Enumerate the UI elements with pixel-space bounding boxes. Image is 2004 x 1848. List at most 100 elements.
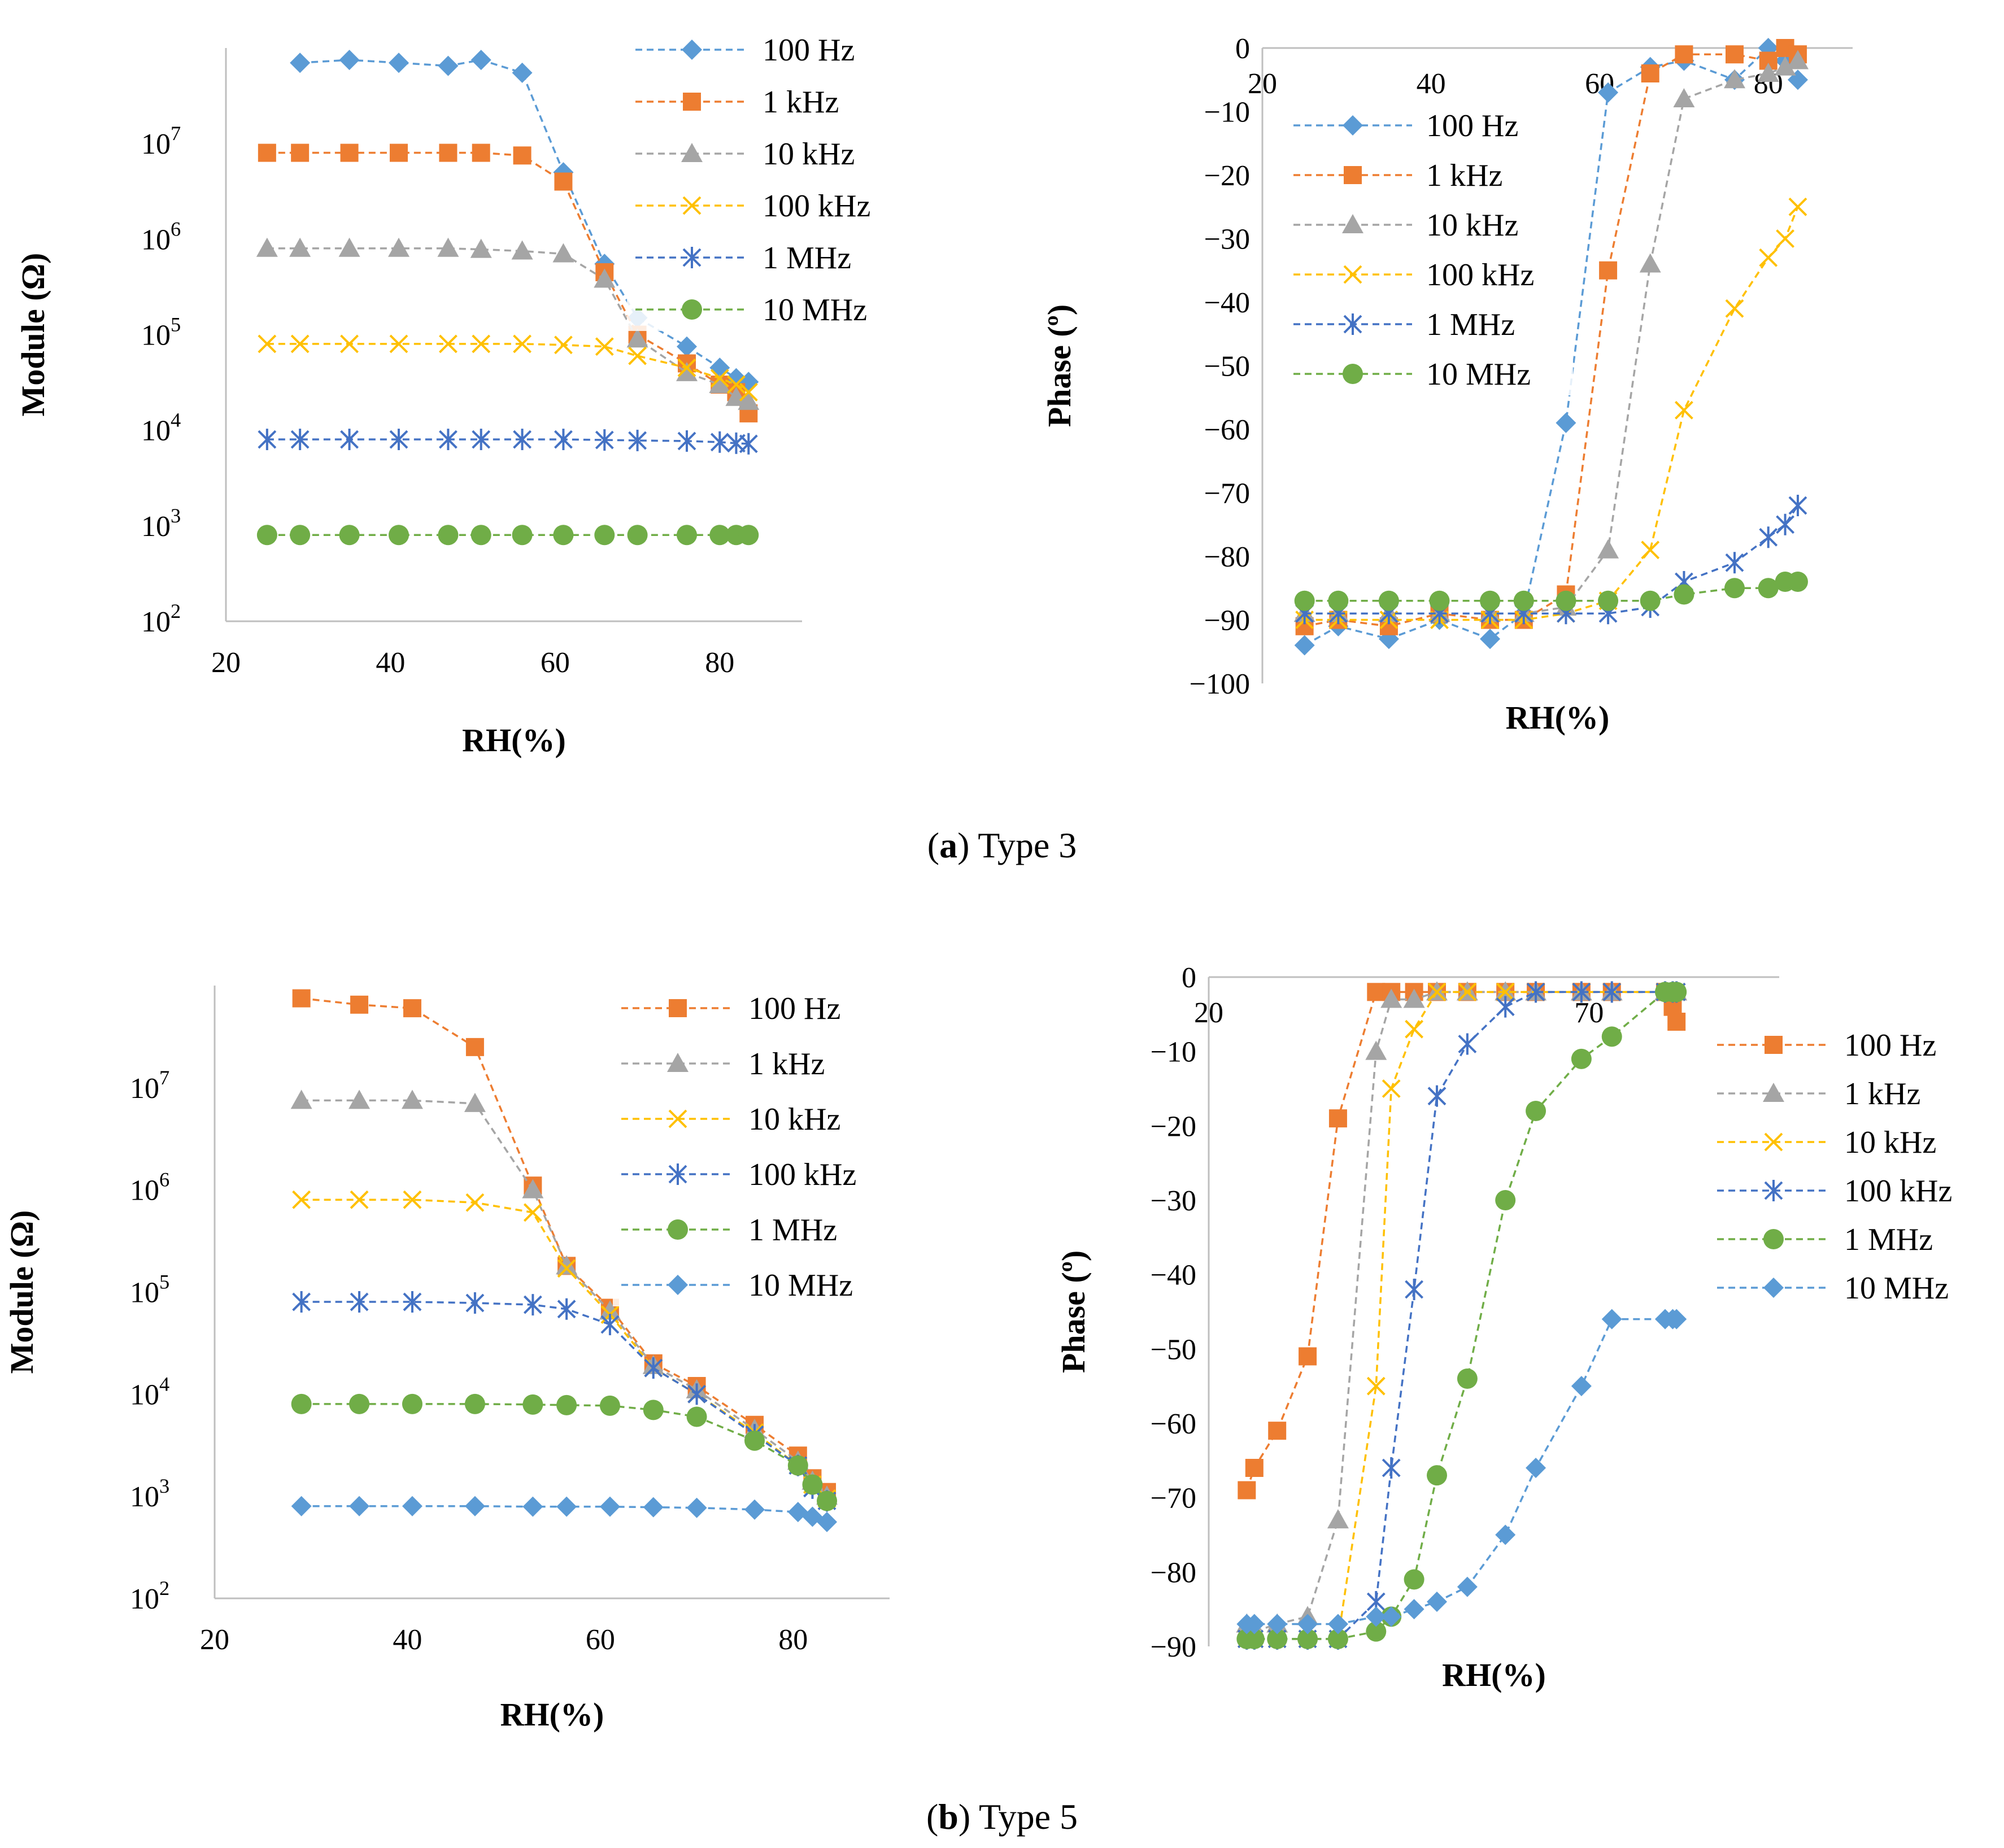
legend-entry: 10 MHz bbox=[1709, 1265, 1991, 1309]
legend-marker bbox=[1765, 1036, 1783, 1054]
caption-b-text: Type 5 bbox=[979, 1797, 1078, 1837]
data-point bbox=[522, 1496, 543, 1517]
data-point bbox=[513, 334, 532, 354]
legend-label: 10 kHz bbox=[748, 1102, 840, 1137]
series-10-mhz bbox=[256, 525, 759, 546]
series-10-mhz bbox=[1294, 572, 1808, 611]
data-point bbox=[465, 1193, 485, 1212]
y-axis-title: Phase (º) bbox=[1041, 304, 1078, 427]
data-point bbox=[1602, 981, 1622, 1003]
data-point bbox=[1496, 982, 1515, 1001]
x-tick-label: 20 bbox=[200, 1624, 229, 1656]
legend-marker bbox=[682, 299, 702, 320]
y-axis-title: Module (Ω) bbox=[15, 253, 51, 417]
data-point bbox=[401, 1089, 423, 1109]
data-point bbox=[556, 1255, 578, 1275]
y-tick-label: −80 bbox=[1151, 1557, 1196, 1589]
data-point bbox=[1366, 1376, 1386, 1396]
y-tick-label: −50 bbox=[1151, 1333, 1196, 1366]
y-tick-exponent: 2 bbox=[159, 1577, 169, 1599]
data-point bbox=[402, 1496, 422, 1516]
x-tick-label: 40 bbox=[393, 1624, 422, 1656]
data-point bbox=[599, 1300, 621, 1320]
data-point bbox=[388, 237, 409, 257]
series-1-mhz bbox=[291, 1393, 838, 1511]
data-point bbox=[1496, 996, 1515, 1018]
data-point bbox=[439, 143, 458, 162]
data-point bbox=[1267, 1614, 1288, 1635]
y-tick-label: −70 bbox=[1204, 478, 1250, 510]
legend-label: 10 kHz bbox=[763, 137, 855, 172]
data-point bbox=[1776, 229, 1794, 248]
legend-entry: 10 kHz bbox=[613, 1096, 895, 1140]
data-point bbox=[390, 143, 408, 162]
legend-entry: 1 MHz bbox=[613, 1207, 895, 1251]
x-tick-label: 40 bbox=[1417, 68, 1446, 100]
data-point bbox=[1327, 1628, 1348, 1649]
data-point bbox=[1366, 1606, 1387, 1627]
y-tick-label: 103 bbox=[141, 504, 181, 543]
data-point bbox=[710, 431, 729, 453]
data-point bbox=[1788, 197, 1807, 216]
data-point bbox=[628, 429, 647, 451]
y-tick-label: −60 bbox=[1204, 414, 1250, 446]
data-point bbox=[389, 334, 408, 354]
x-tick-label: 20 bbox=[211, 647, 241, 679]
data-point bbox=[1725, 552, 1744, 574]
data-point bbox=[1245, 1459, 1264, 1477]
data-point bbox=[403, 1190, 422, 1209]
data-point bbox=[595, 429, 614, 451]
data-point bbox=[290, 53, 311, 73]
data-point bbox=[1238, 1481, 1256, 1500]
data-point bbox=[465, 1038, 484, 1056]
data-point bbox=[1427, 982, 1447, 1001]
data-point bbox=[1458, 1033, 1477, 1055]
data-point bbox=[644, 1357, 663, 1379]
data-point bbox=[1513, 590, 1534, 611]
legend-entry: 100 Hz bbox=[627, 27, 909, 71]
data-point bbox=[523, 1294, 542, 1316]
legend-label: 10 MHz bbox=[748, 1268, 853, 1303]
legend-label: 100 Hz bbox=[1844, 1028, 1936, 1063]
data-point bbox=[1725, 299, 1744, 318]
legend-marker bbox=[682, 196, 702, 215]
y-tick-exponent: 4 bbox=[159, 1372, 169, 1395]
data-point bbox=[552, 243, 574, 263]
x-tick-label: 70 bbox=[1574, 997, 1604, 1029]
data-point bbox=[1427, 1592, 1447, 1612]
y-tick-label: −20 bbox=[1151, 1110, 1196, 1143]
data-point bbox=[1667, 1013, 1686, 1031]
data-point bbox=[470, 525, 491, 546]
data-point bbox=[1774, 56, 1796, 76]
data-point bbox=[1297, 1628, 1318, 1649]
data-point bbox=[1404, 1569, 1424, 1590]
legend-marker bbox=[681, 143, 703, 162]
y-tick-label: 103 bbox=[130, 1475, 169, 1513]
series-1-mhz bbox=[1295, 495, 1807, 625]
data-point bbox=[1788, 495, 1807, 516]
legend-marker bbox=[1344, 166, 1362, 184]
data-point bbox=[1427, 1465, 1447, 1486]
data-point bbox=[1297, 1614, 1318, 1635]
data-point bbox=[258, 334, 277, 354]
series-10-mhz bbox=[291, 1496, 838, 1532]
y-tick-label: −50 bbox=[1204, 351, 1250, 383]
series-line bbox=[1304, 206, 1799, 621]
data-point bbox=[1666, 982, 1687, 1003]
legend-label: 100 Hz bbox=[1426, 108, 1518, 143]
y-tick-label: −40 bbox=[1204, 287, 1250, 319]
x-tick-label: 20 bbox=[1248, 68, 1277, 100]
x-tick-label: 80 bbox=[778, 1624, 808, 1656]
legend-entry: 100 Hz bbox=[1285, 103, 1573, 147]
y-tick-exponent: 5 bbox=[171, 313, 181, 336]
data-point bbox=[258, 143, 276, 162]
x-tick-label: 20 bbox=[1194, 997, 1223, 1029]
data-point bbox=[1526, 1458, 1546, 1478]
data-point bbox=[709, 525, 730, 546]
data-point bbox=[522, 1394, 543, 1415]
data-point bbox=[292, 1291, 311, 1313]
x-tick-label: 80 bbox=[705, 647, 734, 679]
legend-label: 1 MHz bbox=[763, 241, 851, 276]
data-point bbox=[291, 143, 310, 162]
data-point bbox=[710, 369, 729, 388]
